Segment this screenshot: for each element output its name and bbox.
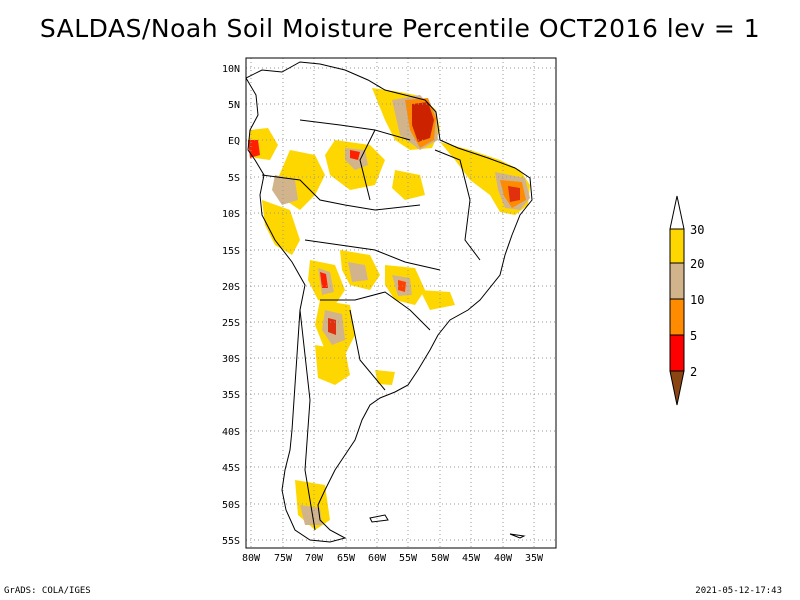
lat-label: 45S [222,463,240,474]
lon-label: 65W [337,553,356,564]
colorbar-band-5-10 [669,298,685,336]
lat-label: 10N [222,64,240,75]
colorbar-bottom-triangle [669,370,685,406]
colorbar-band-20-30 [669,228,685,264]
lat-label: 20S [222,282,240,293]
lat-label: 30S [222,354,240,365]
lon-label: 55W [399,553,418,564]
south-georgia [509,533,526,539]
lon-label: 70W [305,553,324,564]
longitude-axis: 80W 75W 70W 65W 60W 55W 50W 45W 40W 35W [242,553,544,564]
colorbar-band-10-20 [669,262,685,300]
colorbar-top-triangle [669,195,685,230]
soil-moisture-shading [248,88,530,530]
lon-label: 60W [368,553,387,564]
latitude-axis: 10N 5N EQ 5S 10S 15S 20S 25S 30S 35S 40S… [222,64,240,547]
footer-timestamp: 2021-05-12-17:43 [695,586,782,596]
lat-label: EQ [228,136,240,147]
colorbar-label: 10 [690,293,704,307]
colorbar-band-2-5 [669,334,685,372]
lat-label: 40S [222,427,240,438]
lat-label: 50S [222,500,240,511]
lon-label: 35W [525,553,544,564]
map-grid [246,58,556,548]
lat-label: 35S [222,390,240,401]
lon-label: 75W [274,553,293,564]
falkland-islands [369,514,389,523]
colorbar-labels: 30 20 10 5 2 [690,223,704,379]
lat-label: 15S [222,246,240,257]
colorbar-label: 20 [690,257,704,271]
lat-label: 25S [222,318,240,329]
lon-label: 45W [462,553,481,564]
plot-frame [245,57,557,549]
colorbar-label: 30 [690,223,704,237]
lat-label: 5S [228,173,240,184]
colorbar-label: 5 [690,329,697,343]
lon-label: 80W [242,553,261,564]
map-title: SALDAS/Noah Soil Moisture Percentile OCT… [39,14,761,43]
lon-label: 40W [494,553,513,564]
colorbar-label: 2 [690,365,697,379]
coastline-outline [246,61,533,543]
lat-label: 5N [228,100,240,111]
footer-credit: GrADS: COLA/IGES [4,586,91,596]
lat-label: 10S [222,209,240,220]
lon-label: 50W [431,553,450,564]
lat-label: 55S [222,536,240,547]
colorbar [669,195,685,406]
